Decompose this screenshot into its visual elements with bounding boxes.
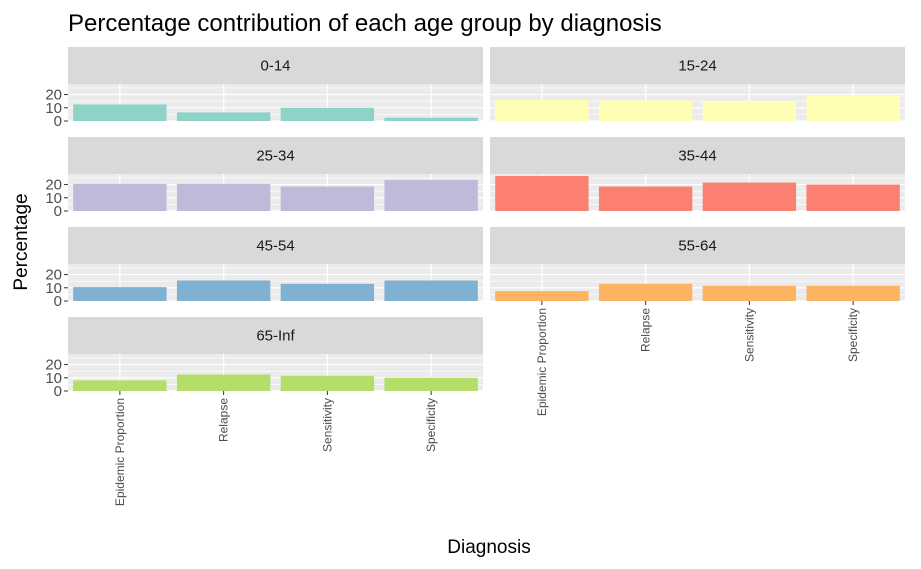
bar-Specificity xyxy=(384,179,478,211)
bar-Relapse xyxy=(598,186,693,211)
facet-panel-35-44: 35-44 xyxy=(490,137,905,212)
facet-strip-label: 45-54 xyxy=(256,238,294,255)
bar-Epidemic Proportion xyxy=(73,183,167,211)
facet-strip-label: 0-14 xyxy=(260,58,290,75)
bar-Relapse xyxy=(598,100,693,121)
bar-Sensitivity xyxy=(280,107,375,121)
y-tick-label: 20 xyxy=(45,267,62,284)
bar-Specificity xyxy=(384,377,478,391)
bar-Specificity xyxy=(806,184,900,211)
bar-Specificity xyxy=(384,117,478,121)
bar-Sensitivity xyxy=(702,285,797,301)
bar-Sensitivity xyxy=(280,283,375,301)
x-tick-label: Epidemic Proportion xyxy=(535,308,549,416)
y-axis-title: Percentage xyxy=(11,193,32,290)
facet-panel-15-24: 15-24 xyxy=(490,47,905,122)
facet-strip xyxy=(490,227,905,264)
bar-Relapse xyxy=(176,112,271,121)
facet-strip-label: 25-34 xyxy=(256,148,294,165)
x-tick-label: Sensitivity xyxy=(742,308,756,362)
y-tick-label: 20 xyxy=(45,357,62,374)
facet-strip xyxy=(68,317,483,354)
x-tick-label: Specificity xyxy=(846,308,860,362)
facet-strip xyxy=(490,47,905,84)
bar-Epidemic Proportion xyxy=(73,104,167,121)
bar-Epidemic Proportion xyxy=(495,291,589,301)
x-tick-label: Epidemic Proportion xyxy=(113,398,127,506)
bar-Relapse xyxy=(176,374,271,391)
chart-title: Percentage contribution of each age grou… xyxy=(68,10,662,37)
facet-strip-label: 55-64 xyxy=(678,238,716,255)
bar-Specificity xyxy=(806,285,900,301)
bar-Epidemic Proportion xyxy=(495,175,589,211)
y-tick-label: 20 xyxy=(45,177,62,194)
y-tick-label: 0 xyxy=(54,293,62,310)
bar-Sensitivity xyxy=(280,186,375,211)
bar-Sensitivity xyxy=(702,182,797,211)
facet-strip-label: 65-Inf xyxy=(256,328,295,345)
bar-Relapse xyxy=(598,283,693,301)
bar-Sensitivity xyxy=(280,375,375,391)
facet-strip xyxy=(68,47,483,84)
facet-strip xyxy=(490,137,905,174)
y-tick-label: 0 xyxy=(54,113,62,130)
x-tick-label: Relapse xyxy=(217,398,231,442)
y-tick-label: 10 xyxy=(45,370,62,387)
bar-Specificity xyxy=(806,95,900,121)
facet-panel-55-64: 55-64 Epidemic Proportion Relapse Sensitivi… xyxy=(490,227,905,416)
bar-Relapse xyxy=(176,280,271,301)
facet-panels: 0-140102015-2425-340102035-4445-54010205… xyxy=(45,47,905,506)
bar-Epidemic Proportion xyxy=(495,99,589,121)
y-tick-label: 0 xyxy=(54,383,62,400)
x-axis-title: Diagnosis xyxy=(447,537,530,558)
y-tick-label: 0 xyxy=(54,203,62,220)
bar-Relapse xyxy=(176,183,271,211)
y-tick-label: 20 xyxy=(45,87,62,104)
x-tick-label: Sensitivity xyxy=(320,398,334,452)
facet-strip xyxy=(68,137,483,174)
bar-Sensitivity xyxy=(702,101,797,121)
bar-Specificity xyxy=(384,280,478,301)
bar-Epidemic Proportion xyxy=(73,380,167,391)
facet-strip-label: 15-24 xyxy=(678,58,716,75)
bar-Epidemic Proportion xyxy=(73,287,167,301)
y-tick-label: 10 xyxy=(45,100,62,117)
x-tick-label: Relapse xyxy=(639,308,653,352)
y-tick-label: 10 xyxy=(45,280,62,297)
facet-strip-label: 35-44 xyxy=(678,148,716,165)
x-tick-label: Specificity xyxy=(424,398,438,452)
facet-strip xyxy=(68,227,483,264)
y-tick-label: 10 xyxy=(45,190,62,207)
